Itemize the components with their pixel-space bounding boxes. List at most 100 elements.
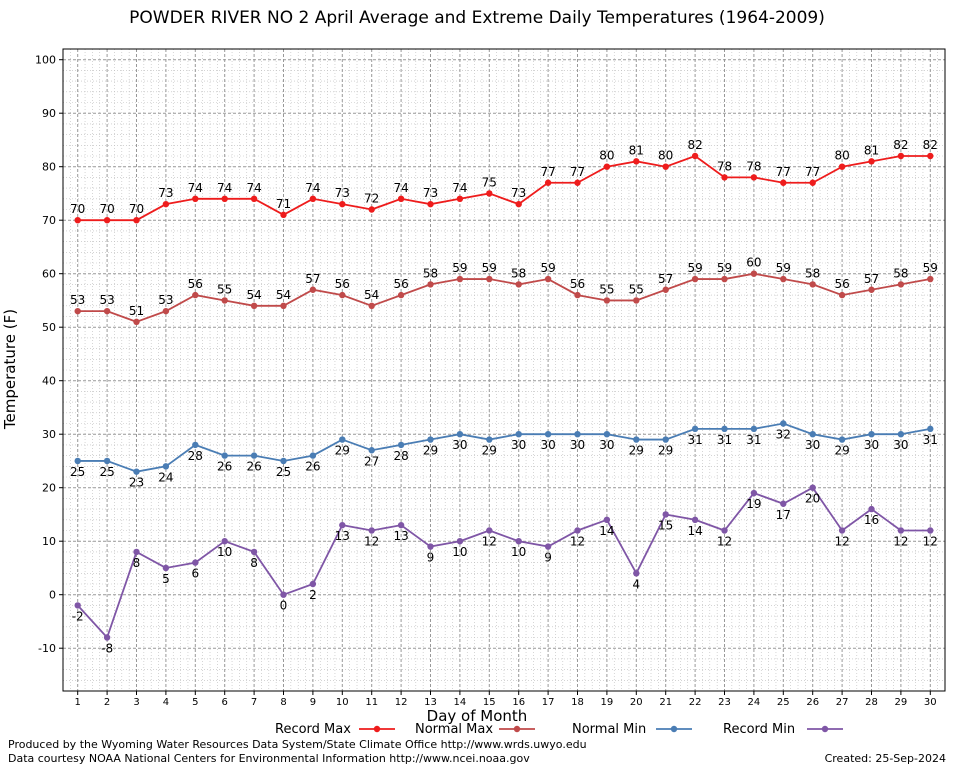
- data-point: [456, 431, 464, 438]
- x-tick-label: 17: [542, 697, 555, 708]
- data-point: [868, 431, 875, 438]
- data-point: [133, 468, 140, 475]
- data-point: [486, 527, 493, 534]
- x-tick-label: 10: [336, 697, 349, 708]
- data-point: [280, 591, 287, 598]
- y-tick-label: 50: [42, 321, 56, 334]
- data-point: [103, 634, 111, 641]
- data-label: 19: [746, 497, 761, 511]
- data-point: [309, 286, 317, 293]
- data-label: 2: [309, 588, 317, 602]
- data-label: 27: [364, 454, 379, 468]
- data-point: [309, 195, 317, 202]
- data-label: 57: [658, 272, 673, 286]
- series-line-3: [77, 486, 931, 640]
- x-tick-label: 14: [454, 697, 467, 708]
- data-label: 57: [864, 272, 879, 286]
- data-point: [780, 500, 787, 507]
- data-point: [927, 275, 934, 283]
- data-label: 4: [632, 577, 640, 591]
- data-label: 58: [511, 266, 526, 280]
- x-tick-label: 26: [806, 697, 819, 708]
- data-point: [192, 195, 199, 202]
- data-point: [544, 543, 552, 550]
- data-point: [427, 281, 434, 288]
- data-label: 73: [335, 186, 350, 200]
- data-point: [250, 548, 258, 556]
- data-point: [721, 174, 728, 181]
- data-label: 55: [599, 282, 614, 296]
- legend-marker: [373, 725, 381, 733]
- x-tick-label: 19: [601, 697, 614, 708]
- data-label: 25: [276, 465, 291, 479]
- data-label: 82: [923, 138, 938, 152]
- x-tick-label: 2: [104, 697, 110, 708]
- data-point: [515, 538, 522, 545]
- data-point: [838, 436, 846, 443]
- data-point: [162, 307, 170, 315]
- data-label: 30: [570, 438, 585, 452]
- data-point: [339, 291, 346, 299]
- x-tick-label: 6: [222, 697, 228, 708]
- data-point: [103, 457, 111, 465]
- legend-label: Normal Min: [572, 722, 646, 737]
- data-label: 23: [129, 476, 144, 490]
- data-label: 77: [805, 165, 820, 179]
- x-tick-label: 27: [836, 697, 849, 708]
- data-point: [339, 521, 346, 529]
- data-label: 30: [452, 438, 467, 452]
- data-label: 13: [335, 529, 350, 543]
- x-tick-label: 18: [571, 697, 584, 708]
- data-point: [515, 200, 522, 208]
- data-point: [486, 436, 493, 443]
- data-point: [133, 548, 140, 556]
- data-point: [691, 516, 699, 523]
- data-label: 70: [99, 202, 114, 216]
- legend-marker: [670, 725, 678, 733]
- data-point: [74, 217, 81, 224]
- data-label: 30: [864, 438, 879, 452]
- x-tick-label: 25: [777, 697, 790, 708]
- data-label: 59: [540, 261, 555, 275]
- data-point: [309, 452, 317, 459]
- data-point: [250, 452, 258, 459]
- data-point: [838, 527, 846, 534]
- data-label: 53: [70, 293, 85, 307]
- data-point: [397, 441, 405, 449]
- data-point: [544, 431, 552, 438]
- data-point: [574, 431, 581, 438]
- data-point: [339, 200, 346, 208]
- x-tick-label: 1: [75, 697, 81, 708]
- data-label: 12: [364, 535, 379, 549]
- data-label: 15: [658, 518, 673, 532]
- data-label: 16: [864, 513, 879, 527]
- x-tick-label: 3: [133, 697, 139, 708]
- data-label: 78: [717, 159, 732, 173]
- data-label: 29: [629, 444, 644, 458]
- x-tick-label: 11: [365, 697, 378, 708]
- data-point: [721, 275, 728, 283]
- data-point: [397, 291, 405, 299]
- data-point: [838, 291, 846, 299]
- data-point: [221, 195, 228, 202]
- data-point: [603, 516, 611, 523]
- data-point: [162, 200, 170, 208]
- data-label: 82: [687, 138, 702, 152]
- data-point: [221, 452, 228, 459]
- data-point: [927, 152, 934, 160]
- data-point: [603, 431, 611, 438]
- data-point: [486, 190, 493, 197]
- legend-label: Normal Max: [415, 722, 493, 737]
- data-point: [574, 527, 581, 534]
- y-tick-label: 70: [42, 214, 56, 227]
- footer-created: Created: 25-Sep-2024: [824, 752, 946, 765]
- data-point: [927, 527, 934, 534]
- data-label: 30: [893, 438, 908, 452]
- data-point: [633, 297, 640, 304]
- data-label: 80: [658, 149, 673, 163]
- data-point: [633, 158, 640, 165]
- data-label: 74: [452, 181, 467, 195]
- data-label: 12: [570, 535, 585, 549]
- data-point: [515, 431, 522, 438]
- data-label: 82: [893, 138, 908, 152]
